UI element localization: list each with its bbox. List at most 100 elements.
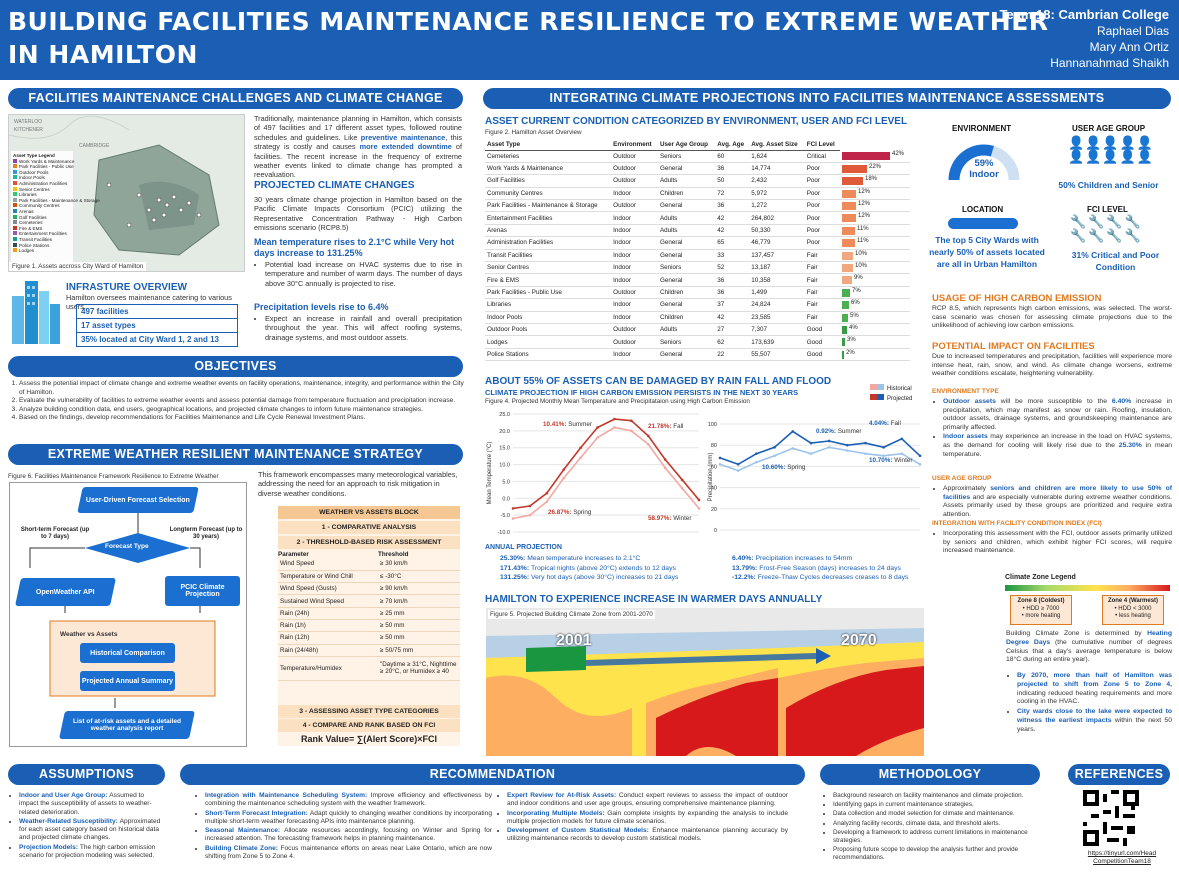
fci-level-cell: Good — [804, 335, 840, 349]
threshold-cell: ≥ 50 mm — [378, 631, 460, 645]
asset-table-row: Police Stations Indoor General 22 55,507 Good… — [485, 348, 910, 362]
asset-table-cell: Park Facilities - Maintenance & Storage — [485, 199, 612, 213]
asset-table-cell: Indoor — [611, 236, 658, 250]
asset-table-header: Environment — [611, 139, 658, 151]
data-point — [736, 462, 740, 466]
threshold-cell: Temperature or Wind Chill — [278, 570, 378, 584]
integrating-heading: INTEGRATING CLIMATE PROJECTIONS INTO FAC… — [483, 88, 1171, 109]
asset-table-cell: 50 — [715, 174, 750, 188]
asset-table-header: Avg. Asset Size — [749, 139, 805, 151]
fci-bar-cell: 12% — [840, 211, 910, 225]
legend-dot — [13, 242, 17, 247]
list-item-text: Improve efficiency and effectiveness by … — [205, 792, 492, 808]
year-from-label: 2001 — [556, 632, 592, 649]
fci-level-cell: Poor — [804, 174, 840, 188]
fci-level-cell: Poor — [804, 162, 840, 176]
asset-table-cell: 33 — [715, 249, 750, 263]
data-point — [864, 452, 867, 455]
chart-annotation: 26.87%: Spring — [548, 509, 592, 516]
threshold-row: Rain (24h) ≥ 25 mm — [278, 607, 460, 620]
list-item-text: Adapt quickly to changing weather condit… — [205, 809, 492, 825]
asset-table-cell: Indoor — [611, 249, 658, 263]
map-legend-label: Transit Facilities — [19, 236, 53, 242]
person-icon: 👤 — [1085, 135, 1103, 150]
y-tick-label: 25.0 — [499, 412, 510, 418]
data-point — [596, 436, 599, 439]
temperature-heading: Mean temperature rises to 2.1°C while Ve… — [254, 237, 455, 258]
list-item: Short-Term Forecast Integration: Adapt q… — [205, 810, 492, 827]
threshold-row: Wind Speed (Gusts) ≥ 90 km/h — [278, 582, 460, 596]
threshold-cell: Rain (1h) — [278, 619, 378, 633]
threshold-cell: Sustained Wind Speed — [278, 594, 378, 608]
list-item-title: Development of Custom Statistical Models… — [507, 827, 653, 835]
asset-table-cell: 264,802 — [749, 211, 805, 225]
map-legend-item: Cemeteries — [13, 220, 100, 226]
asset-table-cell: Children — [657, 187, 716, 201]
asset-table-cell: General — [657, 249, 716, 263]
list-item: Integration with Maintenance Scheduling … — [205, 792, 492, 809]
threshold-cell: ≥ 25 mm — [378, 607, 460, 620]
fci-level-cell: Fair — [804, 298, 840, 312]
legend-swatch-historical — [870, 384, 877, 390]
asset-table-cell: Arenas — [485, 224, 612, 238]
asset-table-cell: 62 — [715, 335, 750, 349]
asset-table-cell: General — [657, 348, 716, 362]
reference-link[interactable]: https://tinyurl.com/Head CompetitionTeam… — [1087, 850, 1157, 865]
chart-annotation: 21.78%: Fall — [648, 423, 683, 430]
annual-projection-text: Tropical nights (above 20°C) extends to … — [530, 564, 676, 572]
y-tick-label: 0.0 — [502, 496, 510, 502]
data-point — [900, 437, 904, 441]
data-point — [697, 507, 701, 510]
legend-dot — [13, 225, 17, 230]
member: Raphael Dias — [1096, 24, 1169, 38]
year-to-label: 2070 — [841, 632, 877, 649]
legend-dot — [13, 203, 17, 208]
asset-table-cell: 23,585 — [749, 311, 805, 324]
block-title: WEATHER VS ASSETS BLOCK — [278, 506, 460, 519]
stat-facilities: 497 facilities — [77, 305, 237, 319]
precipitation-chart: 100 80 60 40 20 0 Precipitation (mm) 0.92%: Sum… — [708, 420, 922, 534]
map-legend-label: Community Centres — [19, 203, 60, 209]
rank-formula: Rank Value= ∑(Alert Score)×FCI — [301, 734, 437, 744]
threshold-cell: "Daytime ≥ 31°C, Nighttime ≥ 20°C, or Hu… — [378, 656, 460, 681]
map-legend: Asset Type Legend Work Yards & Maintenan… — [13, 153, 100, 254]
infrastructure-stats: 497 facilities 17 asset types 35% locate… — [76, 304, 238, 347]
data-point — [646, 443, 650, 446]
legend-dot — [13, 220, 17, 225]
map-label: CAMBRIDGE — [79, 143, 110, 149]
data-point — [864, 441, 867, 445]
annual-projection-value: 6.40%: — [732, 555, 756, 562]
legend-dot — [13, 231, 17, 236]
asset-table-cell: Indoor Pools — [485, 311, 612, 324]
asset-table-row: Park Facilities - Maintenance & Storage O… — [485, 199, 910, 213]
person-icon: 👤 — [1068, 135, 1086, 150]
step-1: 1 - COMPARATIVE ANALYSIS — [278, 521, 460, 534]
fci-bar-cell: 42% — [840, 150, 910, 163]
asset-table-cell: Indoor — [611, 348, 658, 362]
asset-table-row: Transit Facilities Indoor General 33 137,457… — [485, 249, 910, 263]
asset-table-cell: 72 — [715, 187, 750, 201]
forecast-type-node: Forecast Type — [105, 543, 149, 550]
fci-bar — [842, 338, 845, 347]
fci-bar-label: 6% — [851, 300, 860, 307]
asset-table-cell: General — [657, 162, 716, 176]
asset-table-cell: Golf Facilities — [485, 174, 612, 188]
fci-bar-cell: 5% — [840, 311, 910, 324]
qr-code[interactable] — [1083, 790, 1139, 846]
asset-table-cell: Indoor — [611, 273, 658, 287]
y-tick-label: 5.0 — [502, 479, 510, 485]
map-legend-label: Police Stations — [19, 242, 50, 248]
asset-table-cell: Seniors — [657, 261, 716, 275]
map-legend-item: Work Yards & Maintenance — [13, 158, 100, 165]
data-point — [809, 452, 813, 455]
asset-table-cell: 13,187 — [749, 261, 805, 275]
map-legend-item: Community Centres — [13, 203, 100, 209]
age-group-heading: USER AGE GROUP — [1072, 124, 1146, 133]
data-point — [773, 454, 776, 458]
list-item-title: Indoor and User Age Group: — [19, 792, 110, 799]
asset-table-cell: Children — [657, 286, 716, 300]
asset-table-cell: General — [657, 236, 716, 250]
data-point — [630, 419, 633, 423]
data-point — [579, 446, 582, 450]
asset-table-row: Outdoor Pools Outdoor Adults 27 7,307 Good 4% — [485, 323, 910, 337]
